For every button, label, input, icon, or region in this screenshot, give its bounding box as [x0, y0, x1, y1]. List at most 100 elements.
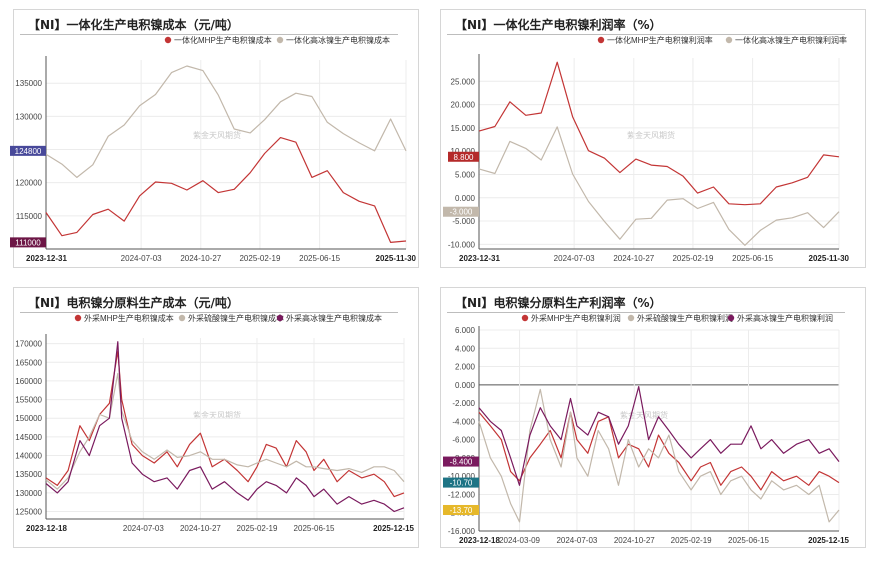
value-tag	[443, 206, 479, 217]
value-tag-label: 111000	[15, 238, 41, 247]
title-divider	[447, 312, 845, 313]
legend-marker	[276, 314, 284, 322]
legend-label: 外采高冰镍生产电积镍利润	[737, 313, 833, 323]
legend-marker	[597, 36, 605, 44]
panel-p2: 【NI】一体化生产电积镍利润率（%） 紫金天风期货 -10.000 -5.000 0.…	[440, 9, 866, 268]
chart-title: 【NI】一体化生产电积镍利润率（%）	[455, 18, 662, 32]
y-tick-label: 135000	[15, 79, 42, 88]
x-tick-label: 2025-06-15	[728, 536, 769, 545]
y-tick-label: 0.000	[455, 194, 476, 203]
legend-marker	[74, 314, 82, 322]
value-tag	[448, 151, 479, 162]
legend-marker	[164, 36, 172, 44]
value-tag	[10, 237, 46, 248]
y-tick-label: 170000	[15, 340, 42, 349]
x-tick-label: 2024-10-27	[180, 524, 221, 533]
x-tick-label: 2024-07-03	[556, 536, 597, 545]
y-tick-label: -5.000	[452, 217, 475, 226]
panel-p3: 【NI】电积镍分原料生产成本（元/吨） 紫金天风期货 125000 130000 13…	[13, 287, 419, 548]
y-tick-label: -4.000	[452, 417, 475, 426]
y-tick-label: 140000	[15, 452, 42, 461]
x-tick-label: 2025-02-19	[672, 254, 713, 263]
y-tick-label: 130000	[15, 489, 42, 498]
y-tick-label: 120000	[15, 179, 42, 188]
value-tag	[443, 477, 479, 488]
x-tick-label: 2024-07-03	[121, 254, 162, 263]
y-tick-label: 135000	[15, 470, 42, 479]
y-tick-label: -2.000	[452, 399, 475, 408]
y-tick-label: 6.000	[455, 326, 476, 335]
series-line-2	[45, 372, 405, 490]
x-tick-label: 2025-12-15	[373, 524, 414, 533]
value-tag-label: 124800	[15, 147, 42, 156]
x-tick-label: 2025-11-30	[376, 254, 417, 263]
y-tick-label: -16.000	[448, 527, 476, 536]
chart-svg-p2: 紫金天风期货 -10.000 -5.000 0.000 5.000 10.000 15.00…	[443, 35, 850, 263]
series-line-2	[478, 126, 840, 246]
x-tick-label: 2023-12-31	[26, 254, 67, 263]
chart-title: 【NI】一体化生产电积镍成本（元/吨）	[28, 18, 239, 32]
series-line-1	[478, 61, 840, 206]
series-line-1	[45, 136, 407, 243]
series-line-1	[478, 411, 840, 491]
x-tick-label: 2024-10-27	[180, 254, 221, 263]
title-divider	[447, 34, 845, 35]
x-tick-label: 2025-06-15	[299, 254, 340, 263]
y-tick-label: 15.000	[451, 124, 476, 133]
title-divider	[20, 312, 398, 313]
y-tick-label: 115000	[16, 212, 43, 221]
value-tag-label: -3.000	[450, 208, 473, 217]
y-tick-label: 0.000	[455, 381, 476, 390]
chart-svg-p1: 紫金天风期货1150001200001250001300001350002023…	[10, 35, 417, 263]
y-tick-label: 4.000	[455, 344, 476, 353]
y-tick-label: 25.000	[451, 77, 476, 86]
title-divider	[20, 34, 398, 35]
legend-label: 外采硫酸镍生产电积镍成本	[188, 313, 284, 323]
chart-svg-p4: 紫金天风期货-16.000-14.000-12.000-10.000-8.000…	[443, 313, 850, 545]
x-tick-label: 2023-12-18	[459, 536, 500, 545]
value-tag	[443, 504, 479, 515]
value-tag	[443, 456, 479, 467]
x-tick-label: 2024-07-03	[554, 254, 595, 263]
watermark: 紫金天风期货	[193, 410, 241, 420]
legend-label: 一体化高冰镍生产电积镍利润率	[735, 35, 847, 45]
x-tick-label: 2024-10-27	[614, 536, 655, 545]
y-tick-label: -6.000	[452, 436, 475, 445]
x-tick-label: 2025-11-30	[809, 254, 850, 263]
x-tick-label: 2025-02-19	[671, 536, 712, 545]
value-tag-label: 8.800	[453, 153, 474, 162]
x-tick-label: 2025-06-15	[294, 524, 335, 533]
x-tick-label: 2024-10-27	[613, 254, 654, 263]
panel-p1: 【NI】一体化生产电积镍成本（元/吨） 紫金天风期货 115000 120000 12…	[10, 9, 419, 268]
y-tick-label: 2.000	[455, 363, 476, 372]
value-tag-label: -8.400	[450, 458, 473, 467]
series-line-1	[45, 350, 405, 498]
x-tick-label: 2023-12-18	[26, 524, 67, 533]
y-tick-label: 10.000	[451, 147, 476, 156]
y-tick-label: 145000	[15, 433, 42, 442]
y-tick-label: 125000	[15, 508, 42, 517]
legend-marker	[725, 36, 733, 44]
legend-label: 外采MHP生产电积镍成本	[84, 313, 174, 323]
panel-p4: 【NI】电积镍分原料生产利润率（%） 紫金天风期货-16.000-14.000-…	[440, 287, 866, 548]
series-line-2	[45, 65, 407, 178]
legend-label: 一体化高冰镍生产电积镍成本	[286, 35, 390, 45]
chart-title: 【NI】电积镍分原料生产成本（元/吨）	[28, 296, 239, 310]
legend-marker	[178, 314, 186, 322]
legend-label: 外采硫酸镍生产电积镍利润	[637, 313, 733, 323]
legend-marker	[521, 314, 529, 322]
y-tick-label: 150000	[15, 414, 42, 423]
series-line-2	[478, 388, 840, 523]
y-tick-label: 160000	[15, 377, 42, 386]
watermark: 紫金天风期货	[193, 130, 241, 140]
legend-marker	[727, 314, 735, 322]
x-tick-label: 2024-03-09	[499, 536, 540, 545]
legend-label: 外采MHP生产电积镍利润	[531, 313, 621, 323]
y-tick-label: 20.000	[451, 101, 476, 110]
watermark: 紫金天风期货	[627, 130, 675, 140]
value-tag-label: -10.70	[450, 479, 473, 488]
chart-title: 【NI】电积镍分原料生产利润率（%）	[455, 296, 662, 310]
legend-label: 一体化MHP生产电积镍利润率	[607, 35, 713, 45]
x-tick-label: 2023-12-31	[459, 254, 500, 263]
series-line-3	[478, 385, 840, 486]
